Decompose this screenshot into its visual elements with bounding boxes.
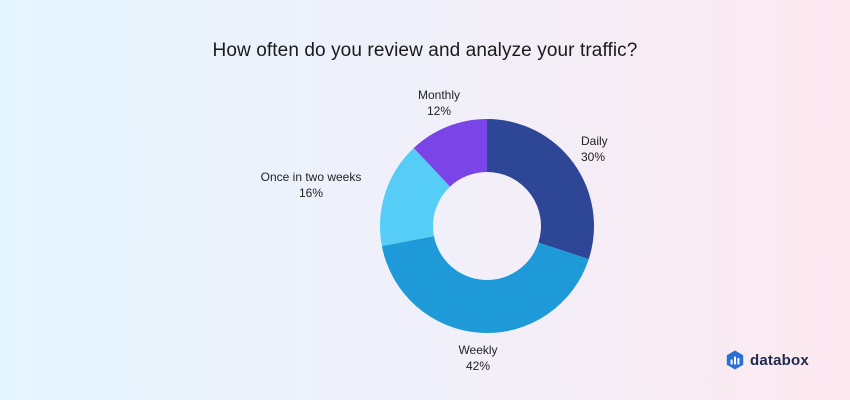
slice-name-daily: Daily	[581, 134, 608, 148]
slice-value-daily: 30%	[581, 150, 606, 164]
slice-name-once-in-two-weeks: Once in two weeks	[260, 170, 362, 184]
slice-value-monthly: 12%	[426, 104, 452, 118]
slice-weekly	[381, 236, 589, 334]
slice-label-daily: Daily 30%	[581, 133, 608, 165]
brand-logo: databox	[726, 350, 809, 370]
slice-label-monthly: Monthly 12%	[418, 87, 460, 119]
brand-name: databox	[750, 351, 809, 369]
slice-label-weekly: Weekly 42%	[458, 342, 497, 374]
slice-once-in-two-weeks	[379, 148, 451, 247]
databox-logo-icon	[726, 350, 744, 370]
chart-title: How often do you review and analyze your…	[212, 40, 638, 61]
slice-name-monthly: Monthly	[417, 88, 461, 102]
slice-value-weekly: 42%	[465, 359, 491, 373]
slice-monthly	[413, 119, 487, 187]
slice-daily	[487, 119, 595, 260]
slice-name-weekly: Weekly	[458, 343, 498, 357]
slice-value-once-in-two-weeks: 16%	[298, 186, 324, 200]
slice-label-once-in-two-weeks: Once in two weeks 16%	[261, 169, 362, 201]
